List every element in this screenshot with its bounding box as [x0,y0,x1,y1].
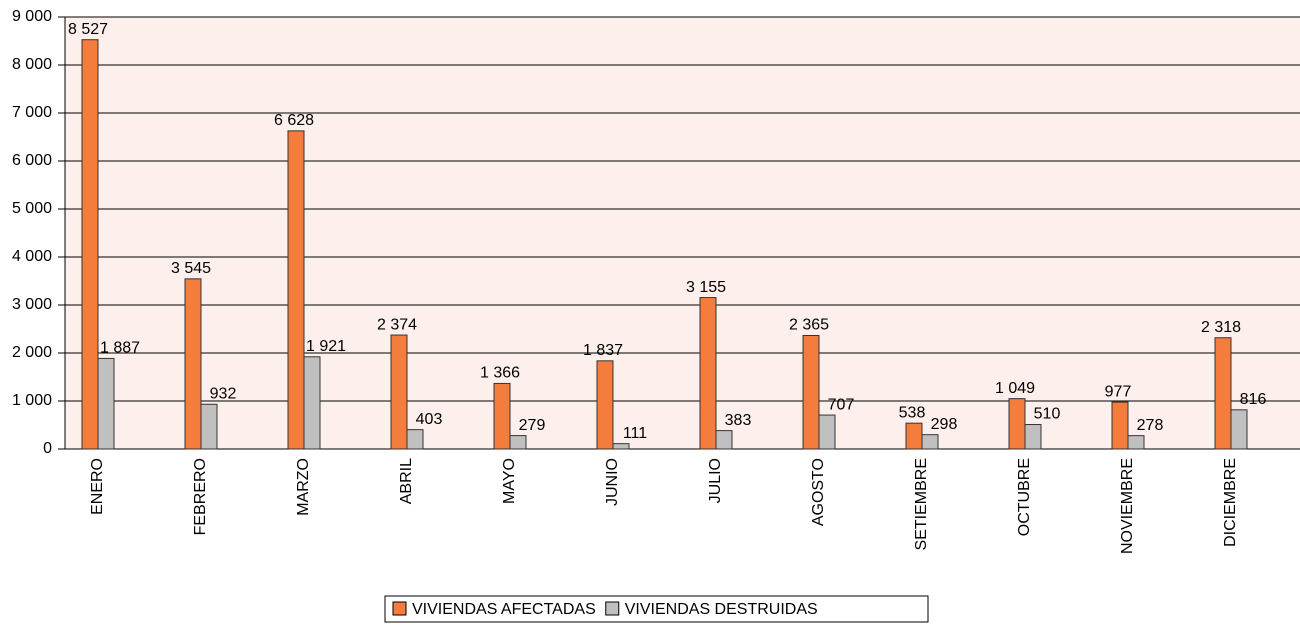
value-label: 2 374 [377,316,417,333]
x-tick-label: MARZO [295,458,312,516]
bar [1127,435,1145,450]
bar [509,435,527,450]
value-label: 2 365 [789,317,829,334]
value-label: 977 [1105,383,1132,400]
x-tick-label: MAYO [501,458,518,504]
bar [97,357,115,450]
bar [81,39,99,450]
value-label: 1 049 [995,380,1035,397]
y-tick-label: 6 000 [12,152,52,169]
bar [1008,398,1026,450]
x-tick-label: FEBRERO [192,458,209,535]
bar [715,430,733,450]
bar [818,414,836,450]
y-tick-label: 1 000 [12,392,52,409]
legend-label: VIVIENDAS DESTRUIDAS [625,601,818,618]
bar [596,360,614,450]
legend-swatch [605,601,620,616]
value-label: 932 [210,385,237,402]
y-tick-label: 4 000 [12,248,52,265]
bar [612,443,630,450]
value-label: 279 [519,417,546,434]
y-tick-label: 8 000 [12,56,52,73]
bar [921,434,939,450]
value-label: 3 545 [171,260,211,277]
value-label: 1 921 [306,338,346,355]
value-label: 1 837 [583,342,623,359]
value-label: 6 628 [274,112,314,129]
value-label: 383 [725,412,752,429]
x-tick-label: ENERO [89,458,106,515]
bar [1111,401,1129,450]
y-tick-label: 2 000 [12,344,52,361]
bar [390,334,408,450]
x-tick-label: NOVIEMBRE [1119,458,1136,554]
bar [802,334,820,450]
value-label: 1 366 [480,365,520,382]
bar [1230,409,1248,450]
bar [493,382,511,450]
value-label: 1 887 [100,340,140,357]
bar [1024,424,1042,450]
plot-area [65,17,1300,449]
x-tick-label: DICIEMBRE [1222,458,1239,547]
value-label: 8 527 [68,21,108,38]
value-label: 707 [828,396,855,413]
y-tick-label: 5 000 [12,200,52,217]
bar [287,130,305,450]
legend [384,595,929,623]
x-tick-label: ABRIL [398,458,415,504]
y-tick-label: 7 000 [12,104,52,121]
value-label: 816 [1240,391,1267,408]
bar [406,429,424,450]
y-tick-label: 3 000 [12,296,52,313]
value-label: 403 [416,411,443,428]
bar [200,403,218,450]
value-label: 278 [1137,417,1164,434]
bar [905,422,923,450]
value-label: 3 155 [686,279,726,296]
bar [303,356,321,450]
x-tick-label: OCTUBRE [1016,458,1033,536]
x-tick-label: JULIO [707,458,724,503]
y-tick-label: 0 [43,440,52,457]
value-label: 510 [1034,406,1061,423]
legend-label: VIVIENDAS AFECTADAS [412,601,596,618]
x-tick-label: JUNIO [604,458,621,506]
value-label: 538 [899,404,926,421]
x-tick-label: AGOSTO [810,458,827,526]
value-label: 298 [931,416,958,433]
value-label: 2 318 [1201,319,1241,336]
y-tick-label: 9 000 [12,8,52,25]
legend-swatch [392,601,407,616]
value-label: 111 [623,425,647,442]
bar [184,278,202,450]
bar [699,297,717,450]
x-tick-label: SETIEMBRE [913,458,930,550]
bar [1214,337,1232,450]
